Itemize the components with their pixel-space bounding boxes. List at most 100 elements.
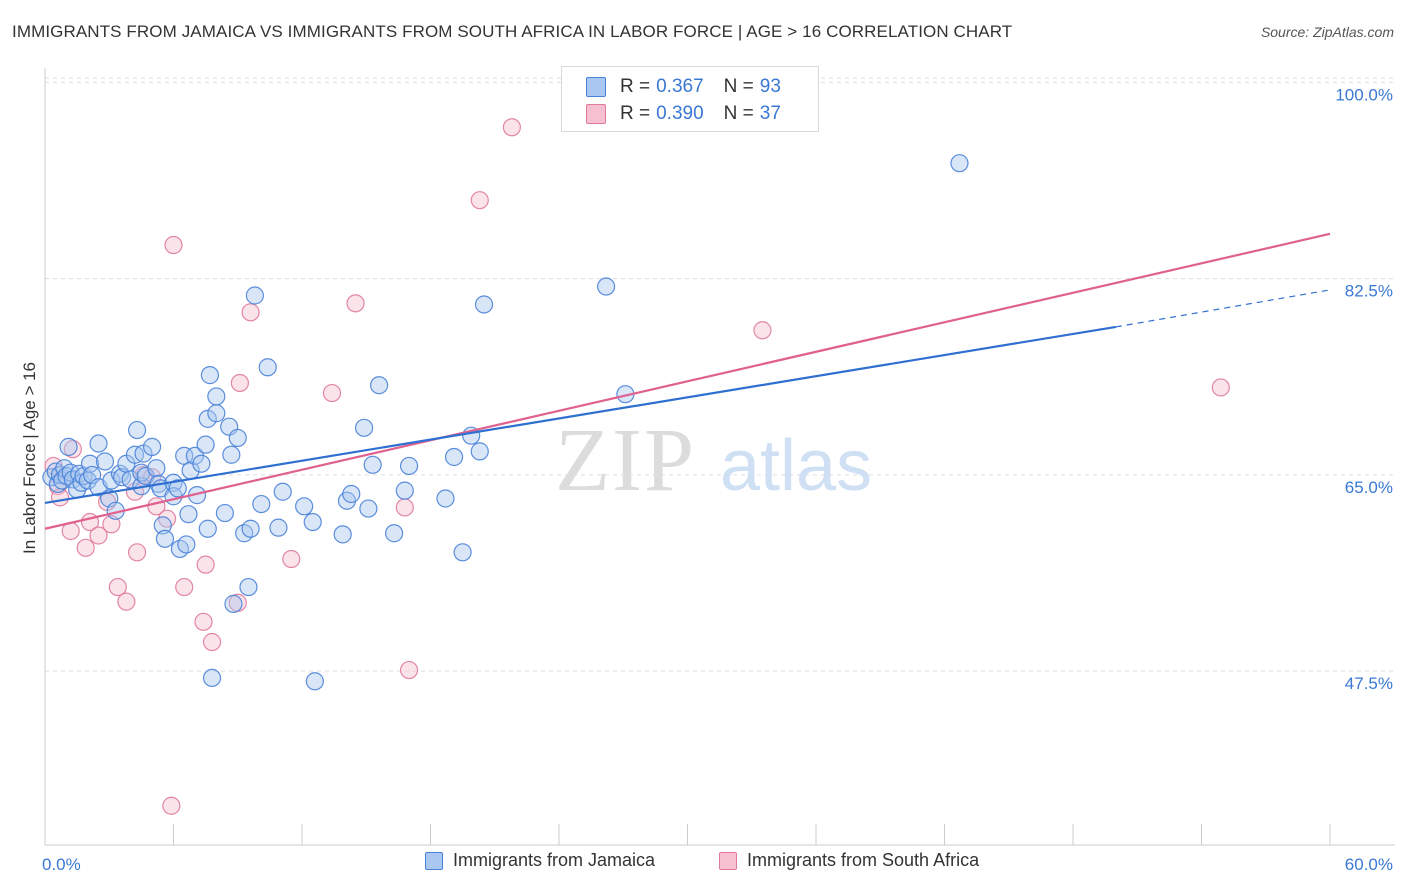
jamaica-point bbox=[153, 516, 172, 535]
jamaica-point bbox=[198, 519, 217, 538]
watermark: ZIP atlas bbox=[555, 411, 872, 510]
jamaica-point bbox=[228, 428, 247, 448]
south-africa-point bbox=[162, 796, 181, 815]
axes bbox=[44, 68, 1395, 846]
south-africa-point bbox=[196, 555, 215, 574]
jamaica-point bbox=[215, 503, 234, 523]
tick-labels: 47.5% 65.0% 82.5% 100.0% 0.0% 60.0% bbox=[42, 85, 1393, 874]
y-tick-label: 47.5% bbox=[1345, 674, 1393, 693]
jamaica-point bbox=[89, 434, 108, 453]
jamaica-point bbox=[395, 481, 414, 500]
south-africa-point bbox=[117, 592, 136, 611]
y-axis-label: In Labor Force | Age > 16 bbox=[20, 362, 39, 554]
legend-label-south-africa: Immigrants from South Africa bbox=[747, 850, 980, 870]
jamaica-point bbox=[127, 420, 147, 440]
chart-source: Source: ZipAtlas.com bbox=[1260, 24, 1394, 40]
south-africa-trend-line bbox=[44, 232, 1331, 530]
y-tick-label: 65.0% bbox=[1345, 478, 1393, 497]
jamaica-point bbox=[110, 464, 130, 483]
jamaica-point bbox=[200, 366, 220, 385]
jamaica-point bbox=[222, 445, 241, 464]
jamaica-point bbox=[245, 286, 264, 305]
south-africa-point bbox=[399, 660, 419, 680]
legend-item-jamaica[interactable]: Immigrants from Jamaica bbox=[425, 850, 655, 871]
jamaica-point bbox=[399, 456, 419, 476]
x-tick-label: 0.0% bbox=[42, 855, 81, 874]
jamaica-point bbox=[147, 459, 166, 478]
south-africa-point bbox=[175, 577, 194, 597]
jamaica-point bbox=[80, 454, 100, 473]
south-africa-point bbox=[1211, 378, 1230, 397]
jamaica-point bbox=[95, 452, 115, 471]
jamaica-point bbox=[239, 577, 258, 597]
jamaica-point bbox=[192, 454, 211, 473]
jamaica-point bbox=[384, 524, 404, 543]
jamaica-point bbox=[355, 418, 374, 437]
jamaica-point bbox=[155, 529, 175, 548]
jamaica-point bbox=[179, 505, 198, 524]
jamaica-swatch-icon bbox=[586, 77, 606, 97]
legend-label-jamaica: Immigrants from Jamaica bbox=[453, 850, 656, 870]
legend-item-south-africa[interactable]: Immigrants from South Africa bbox=[719, 850, 979, 871]
jamaica-point bbox=[168, 479, 187, 498]
jamaica-point bbox=[269, 518, 288, 537]
jamaica-point bbox=[470, 442, 489, 461]
jamaica-point bbox=[273, 482, 292, 501]
stats-legend-row-jamaica: R = 0.367 N = 93 bbox=[586, 75, 781, 99]
south-africa-point bbox=[108, 577, 127, 597]
south-africa-point bbox=[127, 543, 147, 562]
r-label: R = bbox=[620, 76, 651, 97]
jamaica-point bbox=[303, 512, 322, 532]
south-africa-point bbox=[89, 526, 108, 545]
south-africa-point bbox=[502, 118, 521, 137]
jamaica-legend-icon bbox=[425, 851, 443, 870]
jamaica-point bbox=[252, 494, 271, 514]
south-africa-point bbox=[282, 549, 301, 569]
south-africa-point bbox=[753, 321, 772, 340]
y-tick-label: 82.5% bbox=[1345, 282, 1393, 301]
jamaica-trend-extension bbox=[1115, 289, 1331, 328]
n-value: 93 bbox=[759, 76, 781, 97]
jamaica-point bbox=[342, 484, 361, 504]
jamaica-point bbox=[207, 404, 226, 423]
jamaica-point bbox=[258, 358, 277, 377]
jamaica-point bbox=[370, 376, 389, 395]
south-africa-point bbox=[164, 235, 183, 255]
r-value: 0.390 bbox=[656, 103, 704, 124]
n-label: N = bbox=[723, 103, 754, 124]
south-africa-point bbox=[322, 383, 342, 403]
jamaica-point bbox=[224, 594, 243, 613]
watermark-zip: ZIP bbox=[555, 411, 696, 510]
jamaica-point bbox=[474, 295, 494, 314]
south-africa-point bbox=[202, 632, 222, 652]
jamaica-point bbox=[305, 672, 324, 691]
jamaica-point bbox=[207, 387, 226, 406]
jamaica-point bbox=[444, 447, 464, 467]
trend-lines bbox=[44, 232, 1331, 530]
jamaica-trend-line bbox=[44, 325, 1117, 505]
south-africa-legend-icon bbox=[719, 851, 737, 870]
jamaica-point bbox=[436, 489, 455, 508]
jamaica-point bbox=[363, 455, 382, 474]
n-label: N = bbox=[723, 76, 754, 97]
south-africa-point bbox=[241, 303, 260, 322]
y-tick-label: 100.0% bbox=[1335, 85, 1393, 104]
x-tick-label: 60.0% bbox=[1345, 855, 1393, 874]
south-africa-point bbox=[230, 373, 249, 393]
south-africa-point bbox=[470, 191, 489, 210]
south-africa-swatch-icon bbox=[586, 104, 606, 124]
jamaica-point bbox=[359, 499, 378, 518]
jamaica-point bbox=[196, 435, 215, 454]
jamaica-point bbox=[597, 277, 616, 296]
r-label: R = bbox=[620, 103, 651, 124]
jamaica-point bbox=[202, 668, 222, 688]
south-africa-point bbox=[76, 538, 95, 557]
south-africa-point bbox=[194, 612, 213, 631]
jamaica-point bbox=[950, 154, 969, 173]
r-value: 0.367 bbox=[656, 76, 704, 97]
watermark-atlas: atlas bbox=[720, 426, 872, 506]
jamaica-point bbox=[177, 535, 196, 554]
south-africa-point bbox=[395, 498, 414, 517]
jamaica-point bbox=[59, 437, 78, 456]
